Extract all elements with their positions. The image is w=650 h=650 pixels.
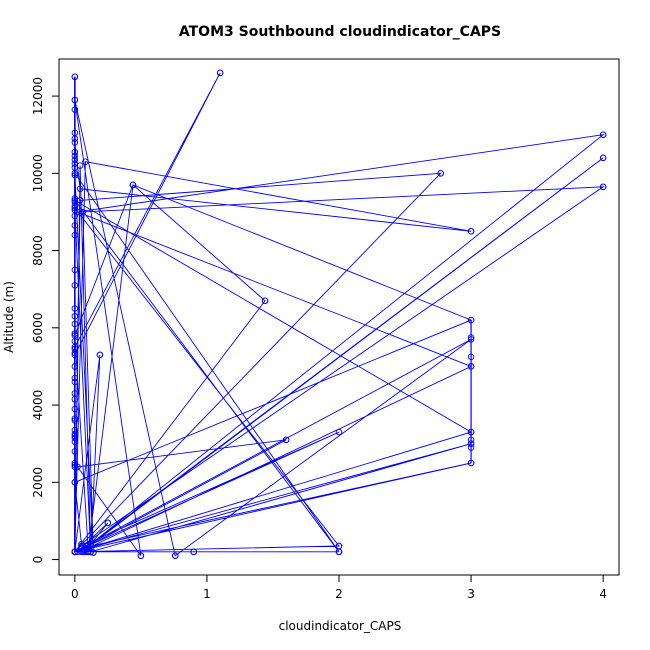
data-point (599, 131, 607, 138)
data-point (216, 69, 224, 77)
cluster-points (71, 69, 607, 559)
data-point (190, 548, 197, 556)
data-point (78, 540, 85, 548)
chart-title: ATOM3 Southbound cloudindicator_CAPS (179, 24, 501, 40)
y-tick-label-3: 6000 (31, 313, 45, 344)
x-tick-label-2: 2 (335, 587, 343, 601)
data-point (137, 552, 145, 559)
y-tick-label-5: 10000 (31, 154, 45, 192)
y-tick-label-0: 0 (31, 556, 45, 564)
data-point (90, 549, 97, 556)
y-tick-label-4: 8000 (31, 235, 45, 266)
data-point (335, 548, 343, 556)
x-tick-label-3: 3 (467, 587, 475, 601)
data-point (96, 351, 104, 359)
data-point (79, 208, 87, 216)
x-tick-label-1: 1 (203, 587, 211, 601)
data-point (282, 436, 290, 444)
data-point (129, 181, 137, 189)
data-point (82, 158, 89, 165)
series-line-0 (74, 72, 605, 557)
y-tick-label-6: 12000 (31, 77, 45, 115)
y-axis: 0 2000 4000 6000 8000 10000 12000 (31, 77, 60, 564)
data-point (76, 185, 84, 193)
x-axis: 0 1 2 3 4 (71, 574, 607, 601)
data-point (599, 154, 607, 162)
x-axis-label: cloudindicator_CAPS (279, 619, 402, 633)
x-tick-label-4: 4 (599, 587, 607, 601)
data-point (171, 552, 179, 559)
y-tick-label-1: 2000 (31, 467, 45, 498)
data-point (437, 170, 444, 177)
plot-frame (58, 58, 620, 576)
y-tick-label-2: 4000 (31, 390, 45, 421)
data-point (87, 548, 94, 556)
data-point (78, 542, 85, 550)
data-point (467, 228, 475, 235)
data-point (104, 519, 112, 527)
x-tick-label-0: 0 (71, 587, 79, 601)
data-point (599, 183, 607, 191)
data-point (335, 428, 343, 436)
y-axis-label: Altitude (m) (2, 281, 16, 353)
data-point (261, 297, 269, 305)
series-lines (74, 72, 605, 557)
